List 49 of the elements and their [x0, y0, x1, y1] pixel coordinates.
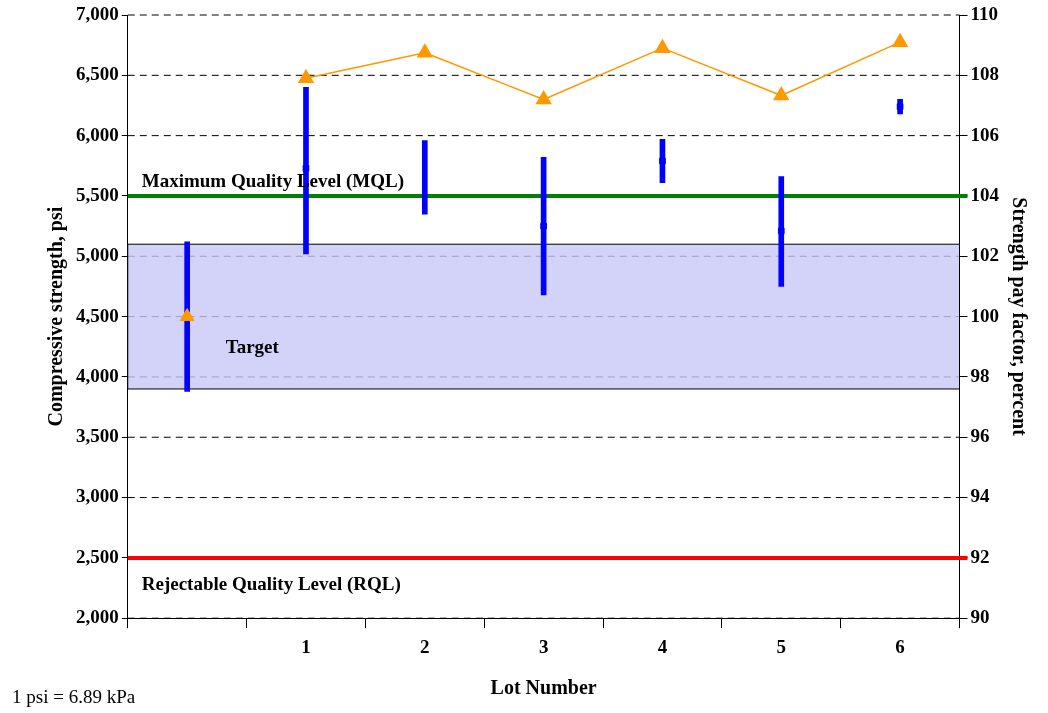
point: [298, 69, 314, 84]
x-tick-label: 3: [538, 635, 549, 657]
y2-tick-label: 106: [970, 123, 999, 145]
point: [540, 222, 547, 230]
y2-tick-label: 110: [970, 2, 998, 24]
x-tick-label: 5: [776, 635, 787, 657]
y-tick-label: 4,500: [76, 304, 119, 326]
y2-tick-label: 104: [970, 183, 1000, 205]
x-axis-title: Lot Number: [490, 676, 597, 699]
y-tick-label: 5,000: [76, 244, 119, 266]
band-label: Target: [225, 336, 280, 358]
y-tick-label: 7,000: [76, 2, 119, 24]
y2-tick-label: 98: [970, 364, 990, 386]
bar: [421, 140, 428, 215]
y2-tick-label: 92: [970, 545, 990, 567]
ref-line-label: Rejectable Quality Level (RQL): [141, 573, 401, 596]
y-tick-label: 6,500: [76, 63, 119, 85]
y2-tick-label: 90: [970, 606, 990, 628]
x-tick-label: 6: [895, 635, 905, 657]
text: 1 psi = 6.89 kPa: [12, 686, 136, 708]
point: [777, 227, 785, 235]
point: [896, 103, 904, 111]
y-tick-label: 2,000: [76, 606, 119, 628]
point: [773, 86, 789, 101]
point: [654, 39, 671, 53]
point: [659, 157, 666, 165]
bar: [184, 241, 190, 392]
point: [302, 164, 310, 172]
y-tick-label: 2,500: [76, 545, 119, 567]
y2-tick-label: 108: [970, 63, 999, 85]
x-tick-label: 2: [420, 635, 430, 657]
x-tick-label: 1: [301, 635, 311, 657]
y2-tick-label: 96: [970, 425, 990, 447]
y2-tick-label: 100: [970, 304, 999, 326]
point: [179, 308, 195, 322]
y-axis-title: Compressive strength, psi: [44, 206, 68, 427]
y2-axis-title: Strength pay factor, percent: [1007, 197, 1031, 437]
point: [892, 33, 908, 47]
y-tick-label: 6,000: [76, 123, 119, 145]
y2-tick-label: 94: [970, 485, 990, 507]
y2-tick-label: 102: [970, 244, 999, 266]
y-tick-label: 3,500: [76, 425, 119, 447]
y-tick-label: 4,000: [76, 364, 119, 386]
y-tick-label: 3,000: [76, 485, 119, 507]
y-tick-label: 5,500: [76, 183, 119, 205]
bar: [778, 176, 785, 287]
point: [535, 90, 552, 105]
point: [417, 43, 433, 58]
x-tick-label: 4: [657, 635, 668, 657]
